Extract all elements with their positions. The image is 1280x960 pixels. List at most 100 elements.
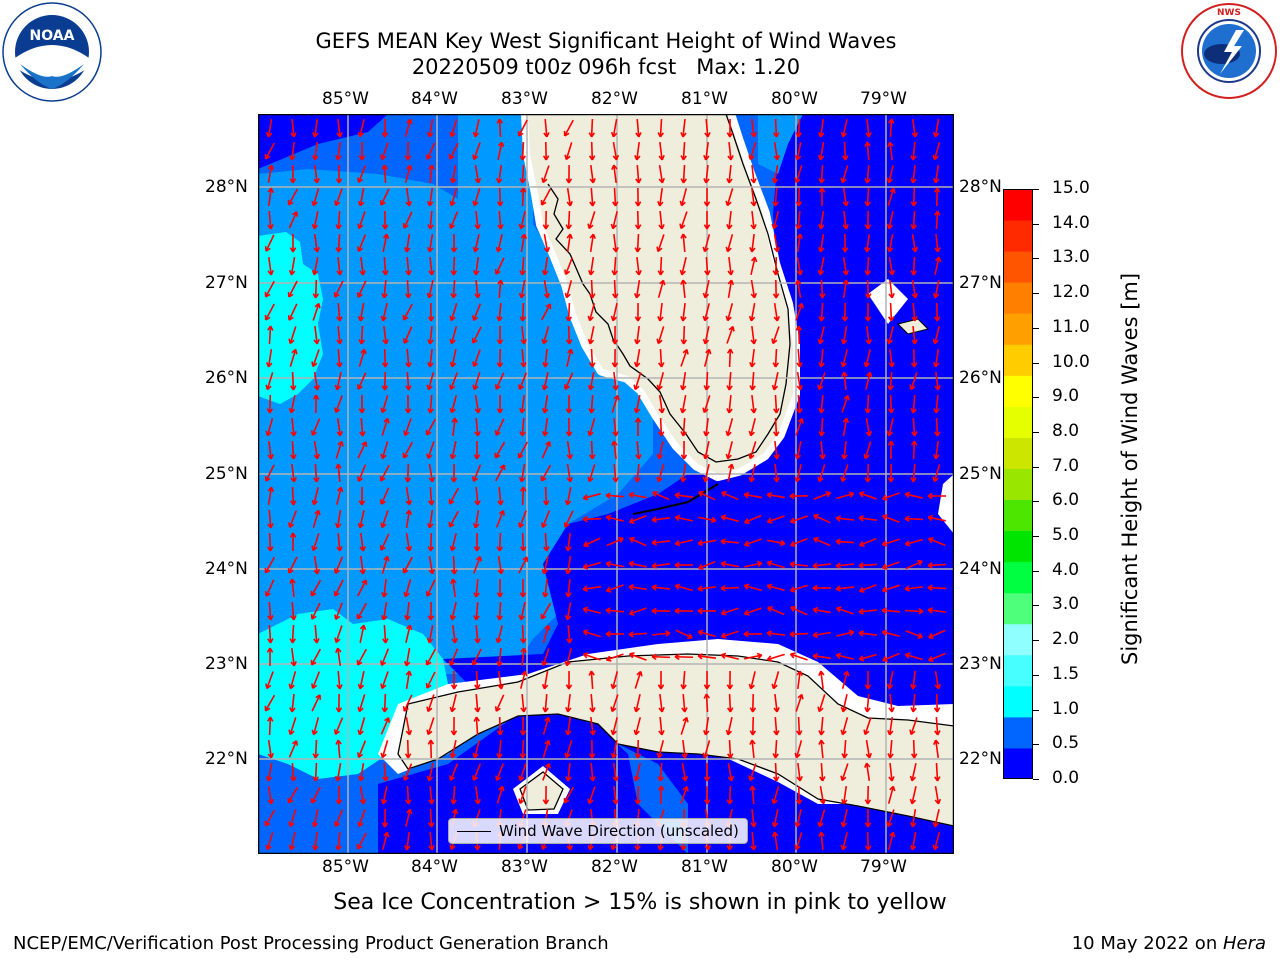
wave-direction-arrow [313, 463, 320, 483]
wave-direction-arrow [771, 831, 779, 851]
wave-direction-arrow [359, 555, 366, 575]
wave-direction-arrow [818, 739, 825, 759]
wave-direction-arrow [727, 279, 735, 299]
wave-direction-arrow [471, 648, 482, 666]
wave-direction-arrow [680, 716, 689, 735]
wave-direction-arrow [287, 280, 298, 298]
wave-direction-arrow [382, 762, 389, 782]
wave-direction-arrow [697, 653, 717, 660]
wave-direction-arrow [313, 624, 320, 644]
wave-direction-arrow [518, 463, 526, 483]
wave-direction-arrow [426, 372, 435, 391]
footer-date: 10 May 2022 on [1071, 933, 1223, 954]
wave-direction-arrow [335, 233, 342, 253]
wave-direction-arrow [566, 440, 574, 460]
wave-direction-arrow [904, 607, 924, 615]
wave-direction-arrow [448, 142, 459, 160]
wave-direction-arrow [335, 463, 342, 483]
wave-direction-arrow [813, 536, 831, 547]
wave-direction-arrow [358, 394, 366, 414]
wave-direction-arrow [402, 303, 414, 321]
wave-direction-arrow [773, 417, 780, 437]
wave-direction-arrow [564, 555, 572, 575]
wave-direction-arrow [864, 233, 871, 253]
wave-direction-arrow [380, 786, 388, 805]
wave-direction-arrow [405, 509, 413, 529]
wave-direction-arrow [311, 257, 319, 276]
wave-direction-arrow [727, 256, 734, 276]
wave-direction-arrow [381, 808, 389, 828]
wave-direction-arrow [795, 187, 803, 207]
wave-direction-arrow [886, 418, 894, 437]
wave-direction-arrow [726, 394, 733, 414]
colorbar-tick-label: 7.0 [1052, 455, 1080, 476]
wave-direction-arrow [472, 119, 480, 138]
wave-direction-arrow [428, 463, 436, 483]
wave-direction-arrow [450, 256, 458, 276]
wave-direction-arrow [888, 348, 895, 368]
wave-direction-arrow [720, 560, 739, 568]
wave-direction-arrow [265, 762, 273, 782]
wave-direction-arrow [748, 671, 756, 690]
wave-direction-arrow [841, 785, 848, 805]
wave-direction-arrow [605, 492, 625, 499]
wave-direction-arrow [519, 164, 526, 184]
wave-direction-arrow [335, 693, 343, 713]
wave-direction-arrow [427, 601, 435, 621]
wave-direction-arrow [726, 785, 734, 805]
wave-direction-arrow [310, 418, 321, 436]
wave-direction-arrow [380, 717, 391, 735]
lat-label-right: 24°N [959, 559, 1002, 579]
wave-direction-arrow [426, 763, 434, 782]
wave-direction-arrow [588, 279, 596, 299]
wave-direction-arrow [656, 234, 665, 253]
wave-direction-arrow [290, 440, 297, 460]
wave-direction-arrow [610, 211, 618, 230]
wave-direction-arrow [289, 532, 297, 552]
wave-direction-arrow [904, 585, 924, 592]
wave-direction-arrow [402, 441, 414, 459]
wave-direction-arrow [265, 372, 274, 391]
wave-direction-arrow [519, 532, 527, 552]
wave-direction-arrow [726, 325, 735, 344]
wave-direction-arrow [795, 210, 802, 230]
wave-direction-arrow [588, 670, 595, 690]
wave-direction-arrow [888, 831, 896, 850]
wave-direction-arrow [381, 693, 389, 713]
wave-direction-arrow [334, 809, 344, 827]
wave-direction-arrow [497, 670, 504, 690]
wave-direction-arrow [588, 256, 595, 276]
region-cyan-south [258, 609, 448, 779]
wave-direction-arrow [818, 118, 825, 138]
wave-direction-arrow [657, 670, 665, 690]
wave-direction-arrow [633, 395, 641, 414]
wave-direction-arrow [882, 652, 900, 662]
wave-direction-arrow [357, 187, 365, 207]
wave-direction-arrow [519, 417, 526, 437]
wave-direction-arrow [863, 349, 871, 368]
wave-direction-arrow [910, 440, 918, 460]
wave-direction-arrow [336, 118, 343, 138]
wave-direction-arrow [359, 624, 367, 643]
wave-direction-arrow [264, 464, 275, 482]
wave-direction-arrow [404, 118, 413, 137]
colorbar-tick-mark [1033, 466, 1039, 468]
lat-label-right: 26°N [959, 368, 1002, 388]
wave-direction-arrow [518, 556, 529, 574]
wave-direction-arrow [381, 578, 388, 598]
wind-wave-arrows [264, 118, 947, 851]
wave-direction-arrow [474, 417, 481, 437]
colorbar-swatch [1003, 282, 1033, 314]
wave-direction-arrow [587, 418, 596, 437]
wave-direction-arrow [633, 279, 641, 299]
wave-direction-arrow [381, 417, 390, 436]
wave-direction-arrow [357, 762, 365, 782]
wave-direction-arrow [541, 670, 549, 690]
wave-direction-arrow [817, 464, 826, 483]
wave-direction-arrow [858, 584, 877, 593]
wave-direction-arrow [657, 762, 664, 782]
wave-direction-arrow [310, 648, 322, 666]
wave-direction-arrow [497, 555, 505, 575]
wave-direction-arrow [356, 832, 367, 850]
lat-label-right: 27°N [959, 273, 1002, 293]
